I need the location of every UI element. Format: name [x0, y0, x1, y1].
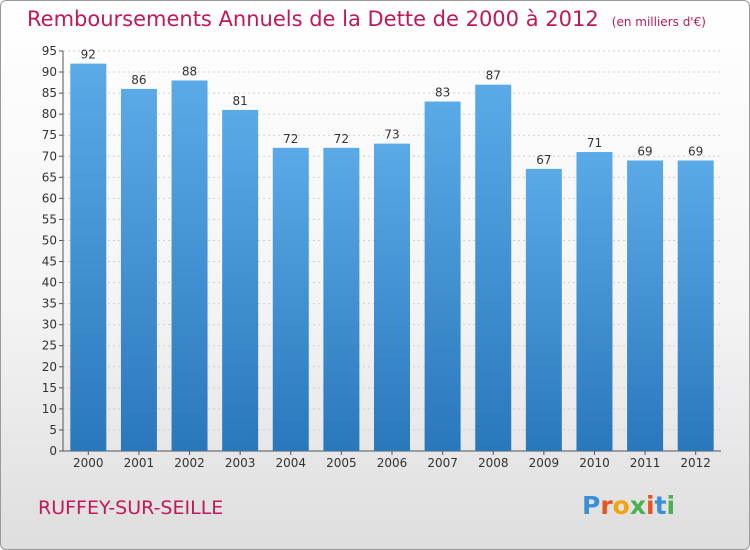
data-label: 88	[182, 64, 197, 78]
y-tick-label: 55	[42, 212, 57, 226]
data-label: 92	[81, 48, 96, 62]
y-tick-label: 0	[49, 444, 57, 458]
y-tick-label: 30	[42, 318, 57, 332]
y-tick-label: 95	[42, 44, 57, 58]
x-tick-label: 2004	[275, 456, 306, 470]
x-tick-label: 2001	[124, 456, 155, 470]
y-tick-label: 20	[42, 360, 57, 374]
x-tick-label: 2009	[529, 456, 560, 470]
bar	[475, 84, 512, 452]
data-label: 73	[384, 128, 399, 142]
data-label: 71	[587, 136, 602, 150]
x-tick-label: 2011	[630, 456, 661, 470]
bar	[374, 143, 410, 451]
x-tick-label: 2006	[377, 456, 408, 470]
data-label: 81	[233, 94, 248, 108]
data-label: 72	[283, 132, 298, 146]
town-name: RUFFEY-SUR-SEILLE	[38, 497, 224, 519]
bar	[677, 160, 714, 451]
y-tick-label: 35	[42, 297, 57, 311]
brand-letter: i	[646, 491, 655, 520]
bar	[576, 152, 613, 452]
y-tick-label: 40	[42, 276, 57, 290]
data-label: 69	[688, 144, 703, 158]
x-tick-label: 2005	[326, 456, 357, 470]
x-tick-label: 2012	[680, 456, 711, 470]
brand-letter: P	[582, 491, 601, 520]
bar	[120, 88, 157, 451]
y-tick-label: 80	[42, 107, 57, 121]
data-label: 67	[536, 153, 551, 167]
y-tick-label: 10	[42, 402, 57, 416]
y-tick-label: 75	[42, 128, 57, 142]
y-tick-label: 5	[49, 423, 57, 437]
y-tick-label: 25	[42, 339, 57, 353]
proxiti-logo: Proxiti	[582, 491, 675, 520]
bar	[222, 109, 259, 452]
bar	[70, 63, 107, 451]
brand-letter: r	[600, 491, 613, 520]
brand-letter: i	[666, 491, 676, 520]
bars	[70, 63, 714, 452]
chart-subtitle: (en milliers d'€)	[611, 15, 706, 29]
brand-letter: x	[629, 491, 646, 520]
x-tick-label: 2007	[427, 456, 458, 470]
bar	[424, 101, 461, 452]
brand-letter: t	[654, 491, 667, 520]
title-row: Remboursements Annuels de la Dette de 20…	[27, 7, 706, 31]
data-label: 86	[131, 73, 146, 87]
x-tick-label: 2008	[478, 456, 509, 470]
data-label: 87	[486, 69, 501, 83]
x-tick-label: 2000	[73, 456, 104, 470]
y-tick-label: 60	[42, 191, 57, 205]
data-label: 69	[637, 144, 652, 158]
y-tick-label: 45	[42, 255, 57, 269]
data-label: 83	[435, 86, 450, 100]
bar	[323, 147, 360, 451]
bar	[171, 80, 208, 451]
x-tick-label: 2003	[225, 456, 256, 470]
data-label: 72	[334, 132, 349, 146]
data-labels: 92 86 88 81 72 72 73 83 87 67 71 69 69	[81, 48, 704, 167]
axes: 0 5 10 15 20 25 30 35 40 45 50 55 60 65 70 75 80 85 90 95 20…	[42, 44, 721, 470]
x-tick-label: 2010	[579, 456, 610, 470]
bar	[627, 160, 664, 451]
y-tick-label: 65	[42, 170, 57, 184]
bar	[272, 147, 309, 451]
bar	[525, 168, 562, 452]
chart-title: Remboursements Annuels de la Dette de 20…	[27, 7, 599, 31]
y-tick-label: 15	[42, 381, 57, 395]
y-tick-label: 85	[42, 86, 57, 100]
brand-letter: o	[612, 491, 630, 520]
y-tick-label: 50	[42, 233, 57, 247]
y-tick-label: 90	[42, 65, 57, 79]
x-tick-label: 2002	[174, 456, 205, 470]
y-tick-label: 70	[42, 149, 57, 163]
